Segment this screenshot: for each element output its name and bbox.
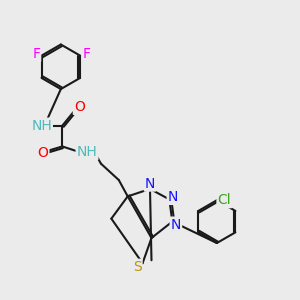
Text: F: F xyxy=(83,47,91,61)
Text: NH: NH xyxy=(76,146,98,159)
Text: O: O xyxy=(74,100,85,114)
Text: N: N xyxy=(171,218,181,232)
Text: NH: NH xyxy=(31,118,52,133)
Text: Cl: Cl xyxy=(218,193,231,207)
Text: N: N xyxy=(145,177,155,190)
Text: S: S xyxy=(133,260,142,274)
Text: O: O xyxy=(38,146,48,160)
Text: F: F xyxy=(32,47,40,61)
Text: N: N xyxy=(168,190,178,204)
